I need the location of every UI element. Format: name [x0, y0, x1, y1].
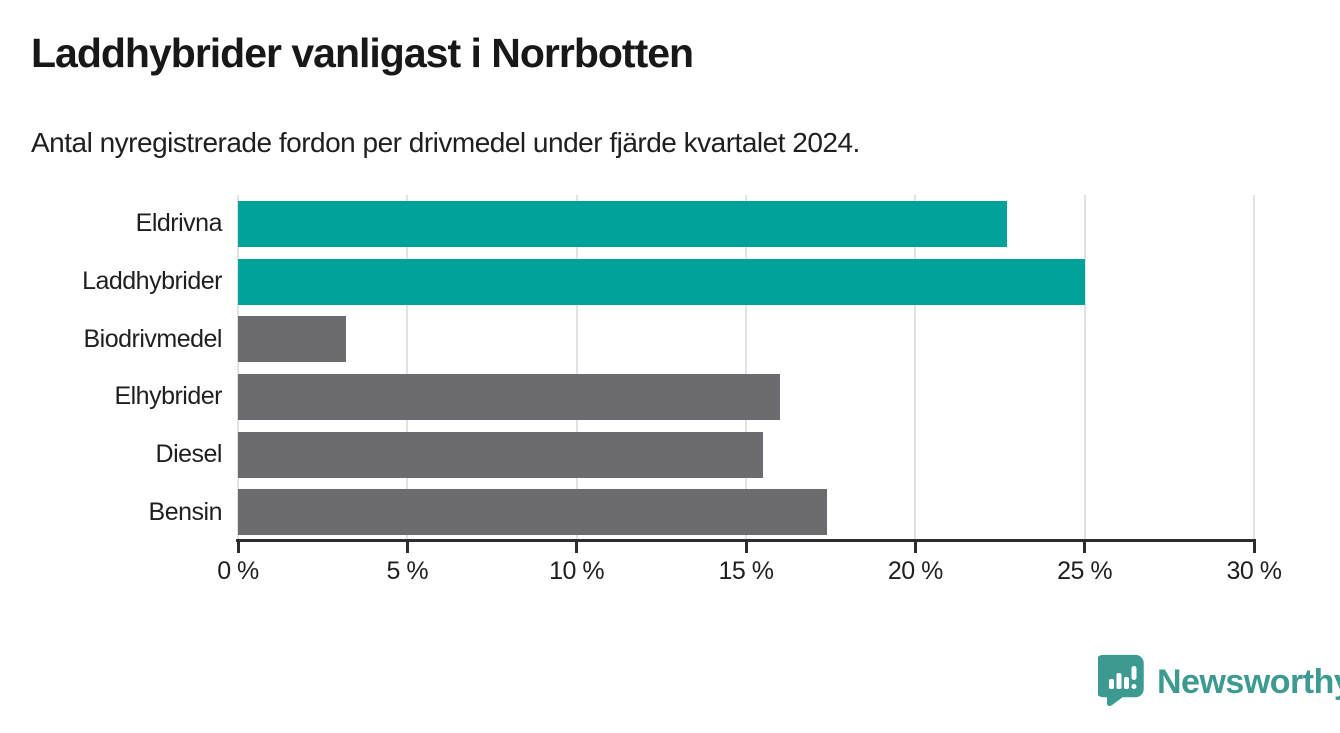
gridline-5	[406, 195, 409, 541]
bar-laddhybrider	[238, 258, 1085, 305]
y-label-elhybrider: Elhybrider	[114, 382, 222, 411]
chart-title: Laddhybrider vanligast i Norrbotten	[31, 30, 694, 76]
x-tick-label-5: 5 %	[386, 557, 429, 585]
x-tick-label-10: 10 %	[549, 557, 605, 585]
x-tick-label-25: 25 %	[1057, 557, 1113, 585]
y-label-diesel: Diesel	[155, 439, 223, 468]
x-tick-label-30: 30 %	[1226, 557, 1282, 585]
gridline-30	[1253, 195, 1255, 541]
bar-biodrivmedel	[238, 316, 347, 363]
bar-diesel	[238, 431, 763, 478]
y-label-biodrivmedel: Biodrivmedel	[83, 324, 222, 353]
x-tick-20	[913, 542, 917, 553]
x-axis-line	[236, 539, 1256, 542]
gridline-15	[745, 195, 747, 541]
x-tick-5	[405, 542, 409, 553]
x-tick-10	[575, 542, 579, 553]
y-axis-labels: Eldrivna Laddhybrider Biodrivmedel Elhybrid…	[0, 195, 222, 541]
bar-bensin	[238, 489, 828, 536]
y-label-eldrivna: Eldrivna	[135, 209, 223, 238]
x-tick-25	[1083, 542, 1087, 553]
newsworthy-logo: Newsworthy	[1098, 654, 1340, 710]
plot-area: 0 % 5 % 10 % 15 % 20 % 25 % 30 %	[217, 195, 1282, 585]
x-tick-label-15: 15 %	[718, 557, 774, 585]
gridline-25	[1083, 195, 1086, 541]
x-tick-label-0: 0 %	[217, 557, 259, 585]
y-label-laddhybrider: Laddhybrider	[82, 266, 222, 295]
bar-eldrivna	[238, 200, 1007, 247]
y-label-bensin: Bensin	[148, 497, 223, 526]
gridline-0	[237, 195, 239, 541]
bar-chart-speech-bubble-icon	[1098, 654, 1144, 706]
x-tick-label-20: 20 %	[887, 557, 943, 585]
gridline-10	[575, 195, 578, 541]
bar-elhybrider	[238, 373, 780, 420]
x-tick-30	[1252, 542, 1256, 553]
gridline-20	[914, 195, 917, 541]
x-tick-15	[744, 542, 748, 553]
newsworthy-logo-text: Newsworthy	[1157, 662, 1340, 701]
x-tick-0	[236, 542, 240, 553]
chart-subtitle: Antal nyregistrerade fordon per drivmede…	[31, 127, 860, 158]
